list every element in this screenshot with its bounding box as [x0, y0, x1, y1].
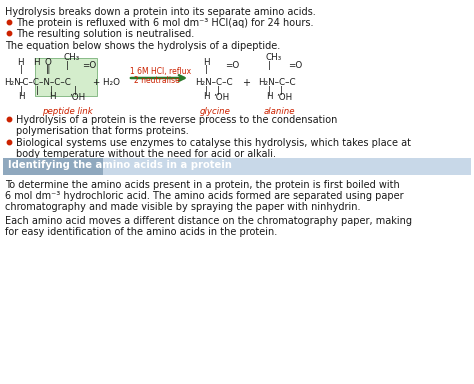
Text: H₂N–C–C: H₂N–C–C — [195, 78, 233, 87]
Text: The equation below shows the hydrolysis of a dipeptide.: The equation below shows the hydrolysis … — [5, 41, 280, 51]
Text: body temperature without the need for acid or alkali.: body temperature without the need for ac… — [16, 149, 276, 159]
Text: Biological systems use enzymes to catalyse this hydrolysis, which takes place at: Biological systems use enzymes to cataly… — [16, 138, 411, 148]
Text: The resulting solution is neutralised.: The resulting solution is neutralised. — [16, 29, 194, 39]
Text: =O: =O — [288, 61, 302, 70]
Text: |: | — [66, 61, 69, 70]
Text: ʼOH: ʼOH — [69, 93, 85, 102]
Bar — [35, 58, 97, 96]
Text: –C–C–N–C–C: –C–C–N–C–C — [19, 78, 72, 87]
Text: glycine: glycine — [200, 107, 231, 116]
Text: CH₃: CH₃ — [266, 53, 282, 62]
Text: ‖: ‖ — [46, 65, 50, 74]
Text: +: + — [242, 78, 250, 88]
Text: polymerisation that forms proteins.: polymerisation that forms proteins. — [16, 126, 189, 136]
Text: Hydrolysis of a protein is the reverse process to the condensation: Hydrolysis of a protein is the reverse p… — [16, 115, 337, 125]
Text: H: H — [18, 92, 25, 101]
Text: Hydrolysis breaks down a protein into its separate amino acids.: Hydrolysis breaks down a protein into it… — [5, 7, 316, 17]
Text: H: H — [203, 58, 210, 67]
Text: |: | — [50, 86, 53, 95]
Text: Each amino acid moves a different distance on the chromatography paper, making: Each amino acid moves a different distan… — [5, 216, 412, 226]
Text: ʼOH: ʼOH — [276, 93, 292, 102]
Text: |: | — [36, 86, 39, 95]
Text: H: H — [266, 92, 273, 101]
Text: The protein is refluxed with 6 mol dm⁻³ HCl(aq) for 24 hours.: The protein is refluxed with 6 mol dm⁻³ … — [16, 18, 313, 28]
Bar — [3, 158, 103, 175]
Text: 1 6M HCl, reflux: 1 6M HCl, reflux — [130, 67, 191, 76]
Text: for easy identification of the amino acids in the protein.: for easy identification of the amino aci… — [5, 227, 277, 237]
Text: + H₂O: + H₂O — [93, 78, 120, 87]
Text: H₂N: H₂N — [4, 78, 21, 87]
Text: H: H — [33, 58, 40, 67]
Text: |: | — [204, 86, 208, 95]
Text: O: O — [45, 58, 52, 67]
Text: peptide link: peptide link — [42, 107, 93, 116]
Text: ʼOH: ʼOH — [213, 93, 229, 102]
Text: |: | — [217, 86, 220, 95]
Text: =O: =O — [225, 61, 239, 70]
Text: alanine: alanine — [264, 107, 295, 116]
Text: 6 mol dm⁻³ hydrochloric acid. The amino acids formed are separated using paper: 6 mol dm⁻³ hydrochloric acid. The amino … — [5, 191, 404, 201]
Text: Identifying the amino acids in a protein: Identifying the amino acids in a protein — [8, 160, 232, 170]
Text: H: H — [203, 92, 210, 101]
Text: H: H — [49, 92, 55, 101]
Text: 2 neutralise: 2 neutralise — [134, 76, 180, 85]
Text: |: | — [267, 61, 271, 70]
Text: |: | — [267, 86, 271, 95]
Text: chromatography and made visible by spraying the paper with ninhydrin.: chromatography and made visible by spray… — [5, 202, 361, 212]
Text: H₂N–C–C: H₂N–C–C — [258, 78, 296, 87]
Text: To determine the amino acids present in a protein, the protein is first boiled w: To determine the amino acids present in … — [5, 180, 400, 190]
Text: CH₃: CH₃ — [64, 53, 80, 62]
Bar — [103, 158, 471, 175]
Text: =O: =O — [82, 61, 96, 70]
Text: |: | — [19, 86, 22, 95]
Text: |: | — [19, 65, 22, 74]
Text: H: H — [17, 58, 24, 67]
Text: |: | — [74, 86, 77, 95]
Text: |: | — [204, 65, 208, 74]
Text: |: | — [280, 86, 283, 95]
